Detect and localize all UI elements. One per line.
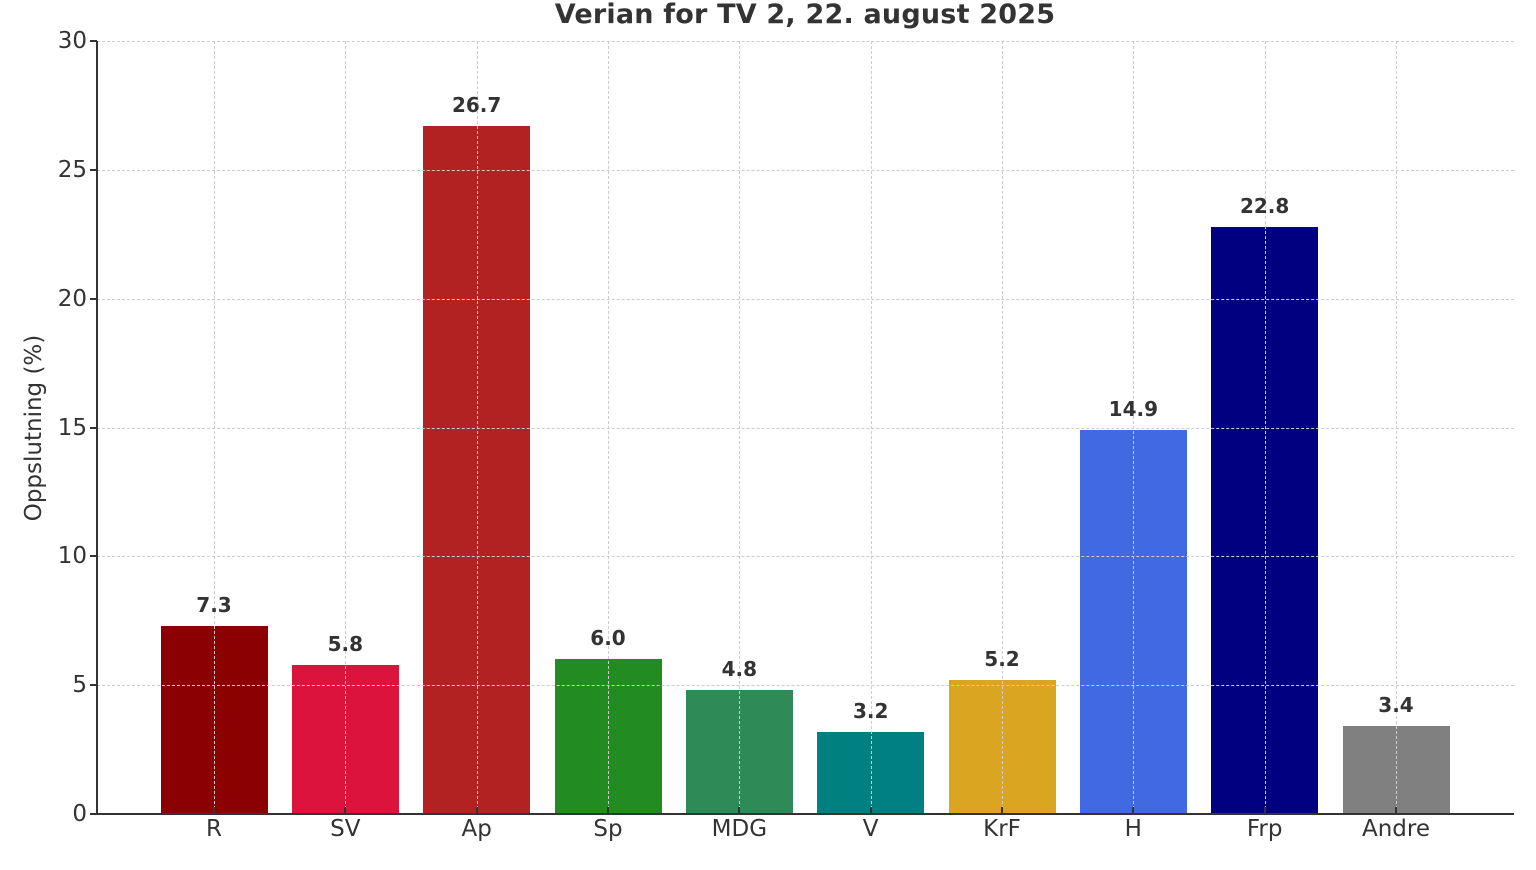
bar-value-label: 5.2 [984,647,1020,671]
y-tick-mark [90,555,97,558]
bar-value-label: 5.8 [327,631,364,656]
x-axis-line [96,813,1514,815]
plot-area: 7.3 5.8 26.7 6.0 4.8 3.2 5.2 14.9 22.8 3.4 [90,40,1514,815]
bar-value-label: 3.4 [1378,693,1414,718]
x-tick-label: KrF [983,816,1021,842]
y-gridline [97,556,1514,558]
x-tick-mark [738,807,741,814]
bar-value-label: 3.2 [852,698,889,723]
x-tick-mark [1001,807,1003,814]
bar-value-label: 22.8 [1239,193,1290,218]
y-tick-label: 10 [57,543,87,570]
x-tick-mark [1263,807,1266,814]
x-tick-mark [475,807,478,814]
x-gridline [608,41,609,814]
x-tick-mark [213,807,215,814]
y-tick-label: 0 [72,801,87,827]
bar-value-label: 26.7 [451,93,502,118]
bar-value-label: 6.0 [590,626,626,651]
y-axis-label: Oppslutning (%) [21,334,47,522]
y-axis-line [96,41,98,814]
y-tick-mark [90,168,97,171]
bar-value-label: 4.8 [721,657,758,682]
y-tick-label: 20 [57,285,87,312]
y-tick-mark [90,40,97,42]
y-gridline [97,41,1514,42]
bar-value-label: 14.9 [1108,397,1159,422]
y-tick-label: 30 [57,28,87,54]
x-tick-mark [1132,807,1135,814]
y-tick-label: 25 [57,156,87,183]
x-gridline [476,41,478,814]
y-tick-mark [90,813,97,815]
y-tick-mark [90,684,97,687]
x-tick-label: V [862,816,879,842]
x-gridline [1133,41,1135,814]
x-tick-label: Ap [461,816,492,842]
x-gridline [1264,41,1266,814]
x-gridline [345,41,347,814]
x-tick-label: Sp [593,816,623,842]
x-tick-label: SV [330,816,361,842]
y-gridline [97,298,1514,300]
chart-title: Verian for TV 2, 22. august 2025 [554,0,1056,30]
bar-value-label: 7.3 [196,592,232,617]
y-tick-label: 5 [72,672,87,699]
x-tick-mark [1395,807,1397,814]
x-tick-label: H [1124,816,1142,842]
x-tick-label: Andre [1361,816,1431,842]
x-tick-label: R [206,816,222,842]
y-tick-label: 15 [57,414,87,441]
x-tick-mark [607,807,609,814]
x-gridline [214,41,215,814]
x-gridline [870,41,872,814]
x-gridline [739,41,741,814]
y-tick-mark [90,297,97,300]
y-gridline [97,169,1514,171]
x-tick-mark [344,807,347,814]
x-gridline [1002,41,1003,814]
y-gridline [97,427,1514,429]
x-tick-mark [869,807,872,814]
y-tick-mark [90,426,97,429]
x-tick-label: Frp [1246,816,1283,842]
x-tick-label: MDG [711,816,768,842]
y-gridline [97,685,1514,687]
x-gridline [1396,41,1397,814]
